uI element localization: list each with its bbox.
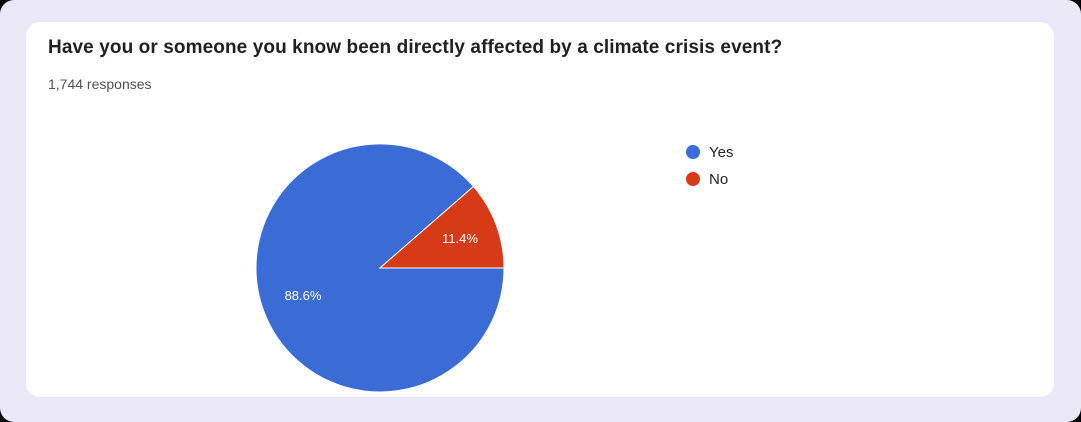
legend-color-no-icon xyxy=(686,172,700,186)
responses-count: 1,744 responses xyxy=(48,76,152,92)
pie-slice-no[interactable] xyxy=(378,185,505,269)
pie-chart-svg xyxy=(255,143,505,393)
pie-slice-yes[interactable] xyxy=(255,143,505,393)
legend-item-yes: Yes xyxy=(686,143,733,161)
chart-legend: Yes No xyxy=(686,143,733,188)
legend-item-no: No xyxy=(686,170,733,188)
legend-color-yes-icon xyxy=(686,145,700,159)
pie-chart: 88.6% 11.4% xyxy=(255,143,505,393)
slice-label-no: 11.4% xyxy=(442,231,478,246)
slice-label-yes: 88.6% xyxy=(284,288,322,303)
legend-label-no: No xyxy=(709,170,729,188)
legend-label-yes: Yes xyxy=(709,143,734,161)
question-title: Have you or someone you know been direct… xyxy=(48,37,783,58)
question-summary-card: Have you or someone you know been direct… xyxy=(26,22,1054,397)
